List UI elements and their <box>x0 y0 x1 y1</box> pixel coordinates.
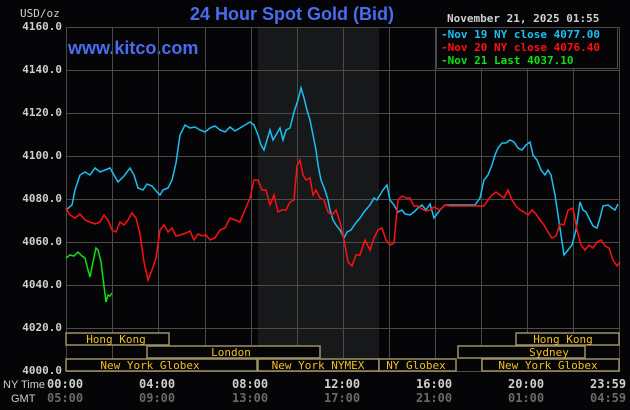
session-label: New York Globex <box>100 359 200 372</box>
session-hong-kong-1 <box>65 332 170 346</box>
y-tick: 4040.0 <box>22 278 62 291</box>
session-hong-kong-2 <box>515 332 620 346</box>
y-tick: 4080.0 <box>22 192 62 205</box>
x-tick-ny: 04:00 <box>139 377 176 391</box>
x-tick-ny: 08:00 <box>232 377 269 391</box>
session-sydney <box>457 345 586 359</box>
legend-item-nov21: -Nov 21 Last 4037.10 <box>441 54 574 67</box>
session-london <box>146 345 321 359</box>
session-ny-globex-3 <box>481 358 620 372</box>
y-tick: 4000.0 <box>22 364 62 377</box>
session-label: Hong Kong <box>533 333 593 346</box>
legend-swatch: - <box>441 41 448 54</box>
legend-swatch: - <box>441 28 448 41</box>
ny-time-label: NY Time <box>3 379 45 391</box>
x-tick-ny: 16:00 <box>416 377 453 391</box>
session-label: Hong Kong <box>86 333 146 346</box>
x-tick-gmt: 05:00 <box>47 391 84 405</box>
x-tick-gmt: 09:00 <box>139 391 176 405</box>
grid <box>66 27 620 372</box>
session-label: NY Globex <box>386 359 446 372</box>
legend: -Nov 19 NY close 4077.00 -Nov 20 NY clos… <box>436 27 618 69</box>
y-axis-unit: USD/oz <box>20 7 60 20</box>
y-tick: 4060.0 <box>22 235 62 248</box>
session-bars <box>65 332 620 372</box>
x-tick-gmt: 21:00 <box>416 391 453 405</box>
series-nov19 <box>65 85 619 257</box>
session-label: London <box>211 346 251 359</box>
session-ny-globex-1 <box>65 358 258 372</box>
series-nov21 <box>65 246 113 303</box>
legend-item-nov19: -Nov 19 NY close 4077.00 <box>441 28 600 41</box>
session-label: Sydney <box>529 346 569 359</box>
x-tick-gmt: 13:00 <box>232 391 269 405</box>
chart-title: 24 Hour Spot Gold (Bid) <box>190 4 394 24</box>
session-ny-globex-2 <box>378 358 457 372</box>
legend-swatch: - <box>441 54 448 67</box>
site-watermark[interactable]: www.kitco.com <box>68 38 199 58</box>
series-nov20 <box>65 157 621 283</box>
x-tick-ny: 20:00 <box>508 377 545 391</box>
x-tick-gmt: 01:00 <box>508 391 545 405</box>
x-tick-ny: 23:59 <box>590 377 627 391</box>
y-tick: 4020.0 <box>22 321 62 334</box>
x-tick-gmt: 04:59 <box>590 391 627 405</box>
session-label: New York NYMEX <box>272 359 365 372</box>
session-label: New York Globex <box>498 359 598 372</box>
x-tick-ny: 12:00 <box>324 377 361 391</box>
y-tick: 4120.0 <box>22 106 62 119</box>
y-tick: 4100.0 <box>22 149 62 162</box>
gmt-label: GMT <box>11 393 36 405</box>
y-tick: 4160.0 <box>22 20 62 33</box>
x-tick-ny: 00:00 <box>47 377 84 391</box>
chart-datetime: November 21, 2025 01:55 <box>447 12 600 25</box>
y-tick: 4140.0 <box>22 63 62 76</box>
x-tick-gmt: 17:00 <box>324 391 361 405</box>
legend-item-nov20: -Nov 20 NY close 4076.40 <box>441 41 600 54</box>
